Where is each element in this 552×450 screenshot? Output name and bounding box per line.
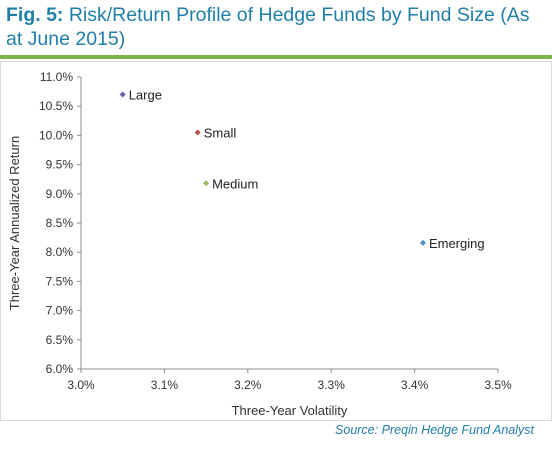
data-point-small	[194, 129, 201, 136]
y-tick-label: 9.5%	[46, 158, 74, 172]
x-tick-label: 3.5%	[484, 378, 512, 392]
y-tick-label: 6.5%	[46, 333, 74, 347]
x-tick-label: 3.3%	[318, 378, 346, 392]
x-tick-label: 3.0%	[67, 378, 95, 392]
y-tick-label: 9.0%	[46, 187, 74, 201]
title-divider	[0, 55, 552, 59]
y-tick-label: 8.5%	[46, 216, 74, 230]
y-tick-label: 11.0%	[40, 70, 73, 84]
x-tick-label: 3.2%	[234, 378, 262, 392]
y-axis-title: Three-Year Annualized Return	[7, 136, 22, 310]
y-tick-label: 7.0%	[46, 304, 74, 318]
x-axis-title: Three-Year Volatility	[232, 403, 348, 418]
data-point-emerging	[419, 239, 426, 246]
x-tick-label: 3.1%	[151, 378, 179, 392]
chart-frame: 6.0% 6.5% 7.0% 7.5% 8.0% 8.5% 9.0% 9.5% 10.0% 10.…	[0, 61, 552, 421]
scatter-chart: 6.0% 6.5% 7.0% 7.5% 8.0% 8.5% 9.0% 9.5% 10.0% 10.…	[7, 70, 512, 418]
y-tick-label: 6.0%	[46, 362, 74, 376]
data-point-medium	[203, 180, 210, 187]
data-label-emerging: Emerging	[429, 236, 485, 251]
figure-title-text: Risk/Return Profile of Hedge Funds by Fu…	[6, 4, 530, 50]
source-note: Source: Preqin Hedge Fund Analyst	[335, 423, 534, 437]
y-tick-label: 10.5%	[39, 99, 73, 113]
y-tick-label: 8.0%	[46, 245, 74, 259]
figure-number: Fig. 5:	[6, 4, 64, 26]
data-label-medium: Medium	[212, 176, 258, 191]
y-tick-label: 7.5%	[46, 274, 74, 288]
data-label-large: Large	[129, 88, 162, 103]
data-point-large	[119, 91, 126, 98]
x-tick-label: 3.4%	[401, 378, 429, 392]
figure-title: Fig. 5: Risk/Return Profile of Hedge Fun…	[6, 3, 546, 51]
data-label-small: Small	[204, 125, 237, 140]
y-tick-label: 10.0%	[39, 128, 73, 142]
